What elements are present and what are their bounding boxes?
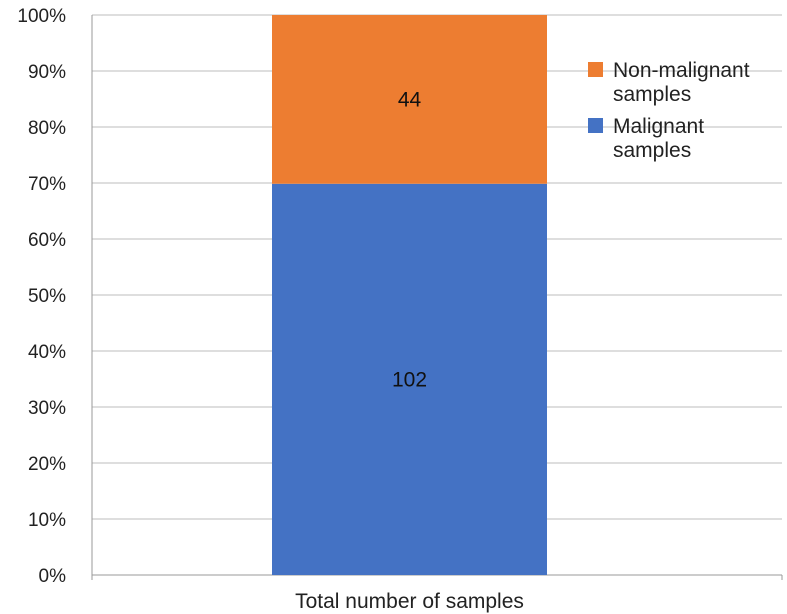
bars [272, 15, 547, 575]
y-tick-label: 60% [28, 230, 66, 251]
y-tick-label: 90% [28, 62, 66, 83]
y-tick-label: 100% [17, 6, 66, 27]
y-axis-ticks: 0% 10% 20% 30% 40% 50% 60% 70% 80% 90% 100% [17, 6, 66, 587]
legend-swatch [588, 62, 603, 77]
x-category-label: Total number of samples [295, 590, 524, 613]
data-labels: 102 44 [392, 88, 427, 391]
legend-swatch [588, 118, 603, 133]
legend-label-line: Malignant [613, 115, 704, 138]
y-tick-label: 50% [28, 286, 66, 307]
legend-label: Non-malignant samples [613, 59, 750, 106]
x-axis-categories: Total number of samples [295, 590, 524, 613]
y-tick-label: 20% [28, 454, 66, 475]
y-tick-label: 80% [28, 118, 66, 139]
y-tick-label: 70% [28, 174, 66, 195]
y-tick-label: 40% [28, 342, 66, 363]
bar-segment-1 [272, 15, 547, 184]
legend-label: Malignant samples [613, 115, 704, 162]
y-tick-label: 30% [28, 398, 66, 419]
legend-label-line: samples [613, 83, 691, 106]
data-label: 102 [392, 368, 427, 391]
y-tick-label: 0% [39, 566, 67, 587]
bar-segment-0 [272, 183, 547, 575]
data-label: 44 [398, 88, 422, 111]
legend-label-line: Non-malignant [613, 59, 750, 82]
y-tick-label: 10% [28, 510, 66, 531]
legend-label-line: samples [613, 139, 691, 162]
